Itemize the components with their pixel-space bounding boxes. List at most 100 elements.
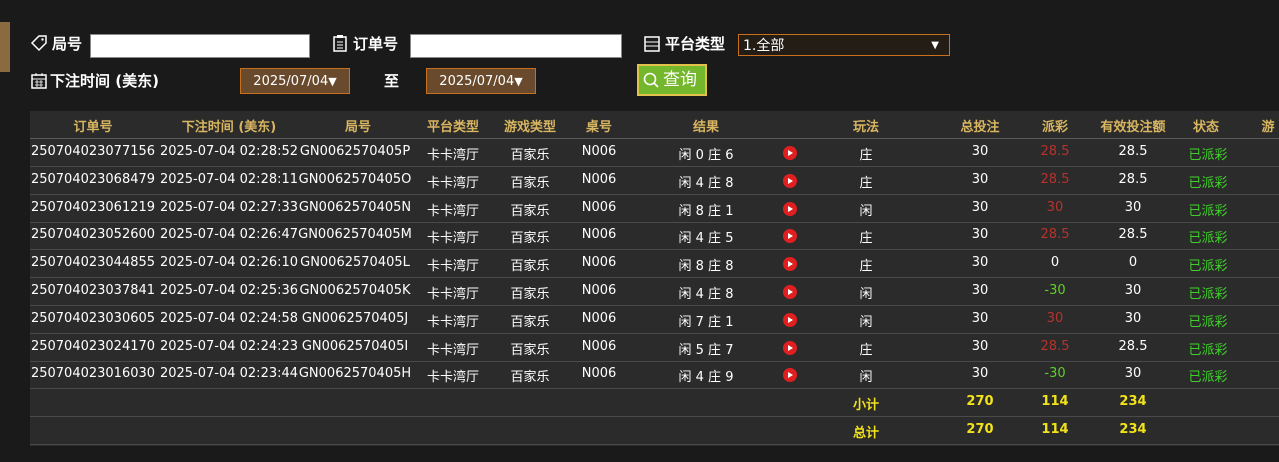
table-cell: 闲 4 庄 8 (678, 175, 734, 191)
table-cell: 卡卡湾厅 (426, 287, 480, 302)
table-cell: 已派彩 (1188, 314, 1228, 330)
table-cell: GN0062570405K (299, 283, 411, 298)
table-cell: 已派彩 (1188, 370, 1228, 386)
column-header: 游 (1261, 120, 1275, 135)
table-cell: 百家乐 (510, 175, 550, 191)
subtotal-value: 270 (966, 394, 994, 410)
table-cell: 28.5 (1118, 171, 1148, 187)
play-button[interactable] (783, 146, 797, 160)
table-cell: 30 (971, 310, 989, 326)
table-cell: 闲 (859, 314, 873, 330)
subtotal-value: 234 (1119, 394, 1147, 410)
table-cell: 卡卡湾厅 (426, 175, 480, 191)
table-cell: 28.5 (1118, 338, 1148, 354)
table-cell: GN0062570405I (301, 338, 409, 354)
table-cell: 30 (1124, 283, 1142, 298)
table-cell: 百家乐 (510, 314, 550, 330)
platform-value: 1.全部 (743, 38, 785, 54)
table-cell: 已派彩 (1188, 231, 1228, 247)
table-cell: 30 (1124, 199, 1142, 215)
table-cell: 百家乐 (510, 342, 550, 358)
payout: 0 (1050, 255, 1060, 271)
play-button[interactable] (783, 173, 797, 188)
dropdown-arrow: ▼ (931, 40, 939, 51)
table-cell: 250704023077156 (30, 144, 156, 159)
column-header: 平台类型 (426, 120, 480, 135)
table-cell: GN0062570405N (298, 199, 412, 215)
table-row: 250704023044855 2025-07-04 02:26:10 GN0062… (30, 250, 1279, 279)
bet-table: 订单号 下注时间 (美东) 局号 平台类型 游戏类型 桌号 结果 玩法 总投注 派彩 有效投注额 状态… (30, 111, 1279, 446)
table-cell: 2025-07-04 02:23:44 (159, 366, 299, 382)
table-cell: 闲 (859, 203, 873, 219)
table-row: 250704023024170 2025-07-04 02:24:23 GN0062… (30, 334, 1279, 362)
subtotal-value: 114 (1041, 394, 1069, 410)
order-input[interactable] (410, 34, 622, 58)
table-row: 250704023068479 2025-07-04 02:28:11 GN0062… (30, 167, 1279, 195)
table-cell: 250704023030605 (30, 310, 156, 326)
payout: 28.5 (1040, 227, 1070, 243)
payout: 30 (1046, 199, 1064, 215)
table-cell: 30 (971, 338, 989, 354)
date-from[interactable]: 2025/07/04▼ (240, 68, 350, 94)
payout: 30 (1046, 310, 1064, 326)
table-cell: 30 (971, 227, 989, 243)
tag-icon (30, 35, 47, 52)
table-cell: GN0062570405H (298, 366, 412, 382)
column-header: 总投注 (960, 120, 1000, 135)
table-cell: 庄 (859, 175, 873, 191)
round-label: 局号 (52, 35, 83, 53)
table-cell: GN0062570405L (300, 255, 410, 271)
table-cell: 已派彩 (1188, 175, 1228, 191)
table-cell: 30 (971, 144, 989, 159)
round-input[interactable] (90, 34, 310, 58)
date-from-text: 2025/07/04 (253, 74, 329, 89)
query-button[interactable]: 查询 (637, 64, 707, 96)
table-cell: 已派彩 (1188, 287, 1228, 302)
table-cell: 0 (1128, 255, 1138, 271)
platform-select[interactable]: 1.全部 ▼ (738, 34, 950, 56)
table-cell: 卡卡湾厅 (426, 148, 480, 163)
play-button[interactable] (783, 340, 797, 355)
play-button[interactable] (783, 285, 797, 299)
table-row: 250704023061219 2025-07-04 02:27:33 GN0062… (30, 195, 1279, 223)
column-header: 游戏类型 (503, 120, 557, 135)
subtotal-label: 小计 (852, 398, 880, 414)
play-button[interactable] (783, 257, 797, 272)
table-cell: 28.5 (1118, 227, 1148, 243)
play-button[interactable] (783, 201, 797, 216)
date-to[interactable]: 2025/07/04▼ (426, 68, 536, 94)
column-header: 局号 (344, 120, 372, 135)
table-cell: 闲 8 庄 8 (678, 259, 734, 275)
table-cell: 闲 4 庄 9 (678, 370, 734, 386)
table-row: 250704023030605 2025-07-04 02:24:58 GN0062… (30, 306, 1279, 334)
list-icon (644, 36, 660, 52)
table-cell: 已派彩 (1188, 148, 1228, 163)
table-cell: 闲 (859, 287, 873, 302)
table-cell: 2025-07-04 02:25:36 (159, 283, 299, 298)
search-icon (643, 72, 659, 88)
table-cell: GN0062570405O (298, 171, 412, 187)
subtotal-row: 小计 270 114 234 (30, 389, 1279, 418)
table-cell: 2025-07-04 02:27:33 (159, 199, 299, 215)
play-button[interactable] (783, 229, 797, 244)
table-cell: 30 (971, 199, 989, 215)
play-button[interactable] (783, 368, 797, 383)
column-header: 玩法 (852, 120, 880, 135)
table-cell: 250704023037841 (30, 283, 156, 298)
table-cell: N006 (581, 255, 617, 271)
table-cell: GN0062570405M (298, 227, 412, 243)
table-row: 250704023016030 2025-07-04 02:23:44 GN0062… (30, 361, 1279, 390)
total-label: 总计 (852, 426, 880, 441)
table-cell: 百家乐 (510, 370, 550, 386)
table-cell: 卡卡湾厅 (426, 370, 480, 386)
table-header: 订单号 下注时间 (美东) 局号 平台类型 游戏类型 桌号 结果 玩法 总投注 派彩 有效投注额 状态… (30, 111, 1279, 139)
table-cell: 2025-07-04 02:26:10 (159, 255, 299, 271)
play-button[interactable] (783, 312, 797, 327)
table-cell: 闲 7 庄 1 (678, 314, 734, 330)
table-cell: 已派彩 (1188, 259, 1228, 275)
column-header: 结果 (692, 120, 720, 135)
table-cell: N006 (581, 199, 617, 215)
query-text: 查询 (663, 70, 697, 90)
payout: -30 (1044, 283, 1066, 298)
